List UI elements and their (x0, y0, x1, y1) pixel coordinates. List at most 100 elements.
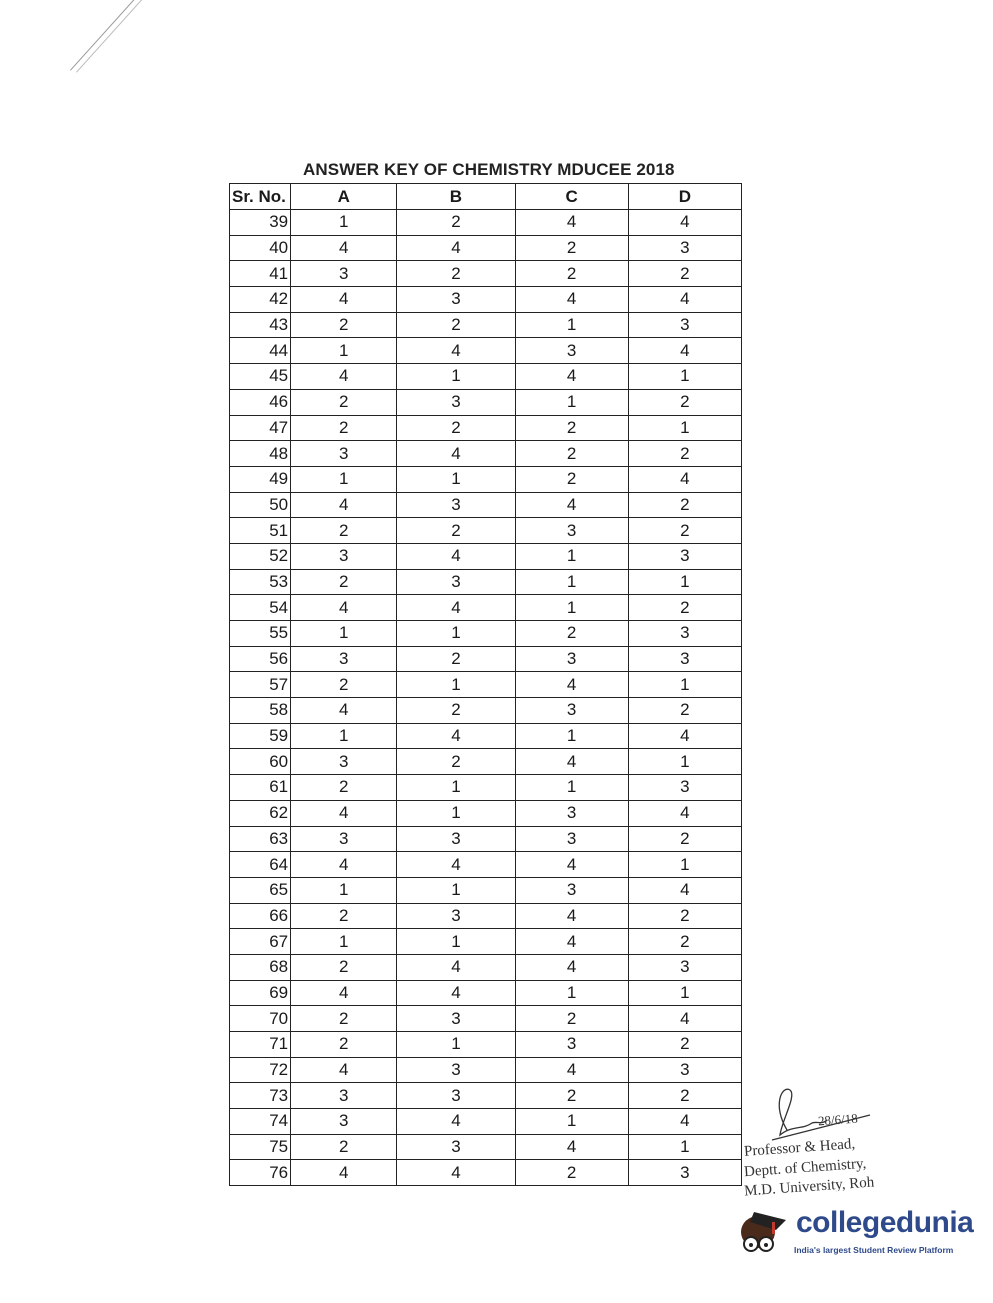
table-row: 39 1 2 4 4 (229, 209, 743, 236)
cell-d: 4 (627, 337, 743, 365)
cell-b: 3 (396, 1082, 516, 1110)
cell-d: 4 (627, 799, 743, 827)
cell-a: 4 (290, 286, 398, 313)
cell-d: 2 (627, 594, 743, 621)
cell-a: 4 (290, 697, 398, 724)
cell-a: 1 (290, 620, 398, 647)
column-header-c: C (514, 183, 629, 210)
cell-c: 2 (514, 1005, 629, 1032)
document-title: ANSWER KEY OF CHEMISTRY MDUCEE 2018 (303, 160, 675, 179)
cell-c: 4 (514, 363, 629, 390)
cell-a: 2 (290, 388, 398, 416)
cell-a: 2 (290, 953, 398, 981)
cell-b: 4 (396, 542, 516, 570)
cell-sr-no: 52 (229, 542, 292, 570)
table-row: 43 2 2 1 3 (229, 311, 743, 339)
cell-sr-no: 58 (229, 697, 292, 724)
cell-b: 1 (396, 620, 516, 647)
cell-sr-no: 73 (229, 1082, 292, 1110)
cell-c: 4 (514, 209, 629, 236)
cell-d: 2 (627, 491, 743, 519)
cell-sr-no: 61 (229, 774, 292, 801)
cell-sr-no: 66 (229, 902, 292, 930)
cell-c: 1 (514, 979, 629, 1007)
cell-d: 4 (627, 1108, 743, 1135)
cell-sr-no: 47 (229, 414, 292, 442)
cell-b: 3 (396, 902, 516, 930)
scan-artifact-line (76, 0, 194, 73)
cell-sr-no: 71 (229, 1031, 292, 1058)
cell-d: 4 (627, 286, 743, 313)
cell-c: 2 (514, 620, 629, 647)
cell-c: 4 (514, 953, 629, 981)
cell-b: 4 (396, 337, 516, 365)
table-row: 53 2 3 1 1 (229, 568, 743, 596)
table-row: 60 3 2 4 1 (229, 748, 743, 776)
cell-b: 2 (396, 209, 516, 236)
cell-sr-no: 43 (229, 311, 292, 339)
cell-a: 1 (290, 465, 398, 493)
cell-d: 4 (627, 722, 743, 750)
table-row: 72 4 3 4 3 (229, 1056, 743, 1084)
cell-c: 1 (514, 388, 629, 416)
cell-d: 1 (627, 979, 743, 1007)
cell-c: 3 (514, 697, 629, 724)
cell-b: 3 (396, 1056, 516, 1084)
cell-a: 1 (290, 928, 398, 955)
signature-date: 28/6/18 (817, 1110, 859, 1129)
cell-d: 2 (627, 440, 743, 467)
cell-sr-no: 54 (229, 594, 292, 621)
cell-sr-no: 50 (229, 491, 292, 519)
cell-a: 2 (290, 517, 398, 544)
cell-a: 3 (290, 1082, 398, 1110)
table-header-row: Sr. No. A B C D (229, 183, 743, 210)
cell-d: 2 (627, 260, 743, 288)
collegedunia-watermark: collegedunia India's largest Student Rev… (736, 1200, 974, 1270)
cell-a: 2 (290, 311, 398, 339)
cell-c: 4 (514, 1133, 629, 1161)
mascot-logo-icon (741, 1212, 786, 1252)
cell-sr-no: 42 (229, 286, 292, 313)
cell-sr-no: 63 (229, 825, 292, 853)
column-header-a: A (290, 183, 398, 210)
cell-c: 3 (514, 876, 629, 904)
cell-c: 4 (514, 928, 629, 955)
cell-a: 2 (290, 1031, 398, 1058)
cell-c: 2 (514, 1159, 629, 1187)
cell-b: 3 (396, 286, 516, 313)
cell-a: 4 (290, 363, 398, 390)
table-row: 40 4 4 2 3 (229, 234, 743, 262)
cell-b: 1 (396, 928, 516, 955)
cell-sr-no: 55 (229, 620, 292, 647)
table-row: 68 2 4 4 3 (229, 953, 743, 981)
cell-d: 3 (627, 542, 743, 570)
cell-sr-no: 44 (229, 337, 292, 365)
cell-b: 2 (396, 748, 516, 776)
cell-c: 3 (514, 1031, 629, 1058)
table-row: 57 2 1 4 1 (229, 671, 743, 699)
cell-sr-no: 53 (229, 568, 292, 596)
table-row: 51 2 2 3 2 (229, 517, 743, 544)
cell-b: 3 (396, 568, 516, 596)
cell-a: 2 (290, 902, 398, 930)
cell-c: 1 (514, 568, 629, 596)
table-row: 46 2 3 1 2 (229, 388, 743, 416)
cell-sr-no: 51 (229, 517, 292, 544)
cell-a: 1 (290, 209, 398, 236)
cell-d: 2 (627, 902, 743, 930)
cell-c: 4 (514, 748, 629, 776)
cell-c: 4 (514, 1056, 629, 1084)
cell-c: 1 (514, 594, 629, 621)
cell-c: 3 (514, 337, 629, 365)
cell-a: 2 (290, 774, 398, 801)
cell-a: 2 (290, 1005, 398, 1032)
cell-b: 1 (396, 876, 516, 904)
cell-sr-no: 65 (229, 876, 292, 904)
cell-d: 1 (627, 851, 743, 878)
cell-d: 2 (627, 928, 743, 955)
cell-c: 4 (514, 671, 629, 699)
cell-d: 3 (627, 953, 743, 981)
cell-a: 1 (290, 337, 398, 365)
table-row: 45 4 1 4 1 (229, 363, 743, 390)
cell-a: 4 (290, 594, 398, 621)
